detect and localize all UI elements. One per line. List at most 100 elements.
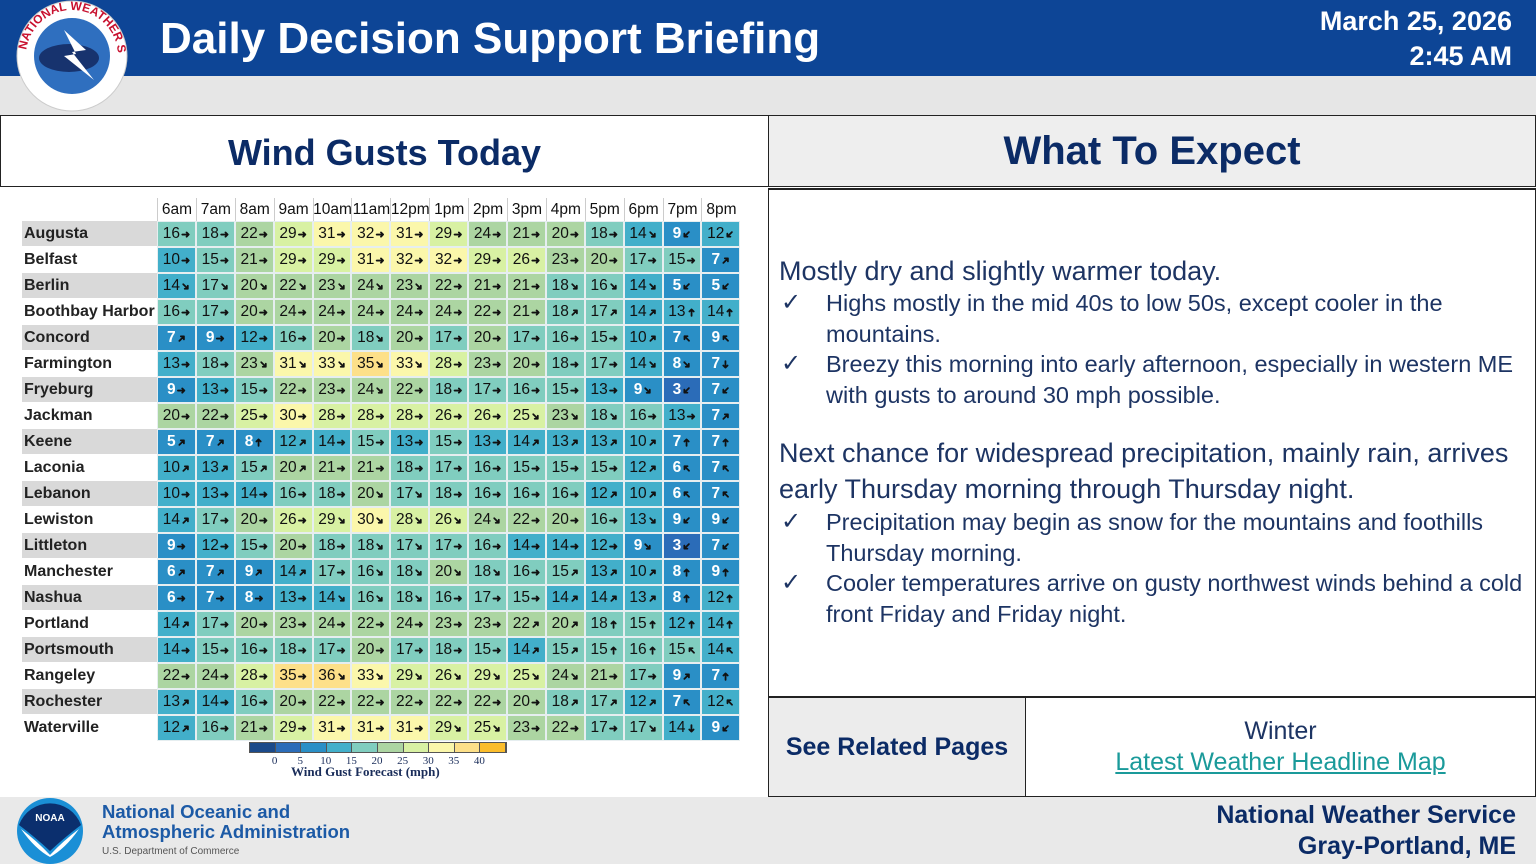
gust-value: 15: [473, 641, 492, 658]
gust-cell: 3 ➜: [662, 533, 702, 559]
gust-cell: 13 ➜: [662, 299, 702, 325]
wind-direction-arrow-icon: ➜: [453, 644, 463, 657]
gust-cell: 29 ➜: [429, 221, 469, 247]
wind-direction-arrow-icon: ➜: [608, 332, 618, 345]
gust-cell: 23 ➜: [312, 273, 352, 299]
gust-value: 22: [279, 277, 297, 294]
gust-value: 5: [672, 277, 682, 294]
gust-cell: 7 ➜: [701, 481, 741, 507]
gust-value: 16: [279, 485, 297, 502]
wind-direction-arrow-icon: ➜: [488, 512, 504, 528]
gust-value: 24: [357, 277, 375, 294]
gust-value: 7: [205, 589, 215, 606]
wind-direction-arrow-icon: ➜: [492, 592, 502, 605]
bullet-text: Cooler temperatures arrive on gusty nort…: [826, 570, 1523, 627]
wind-direction-arrow-icon: ➜: [492, 358, 502, 371]
gust-value: 22: [357, 693, 375, 710]
gust-value: 24: [434, 303, 453, 320]
wind-direction-arrow-icon: ➜: [258, 254, 268, 267]
gust-value: 8: [672, 355, 682, 372]
gust-value: 9: [633, 381, 643, 398]
gust-value: 20: [240, 511, 258, 528]
gust-cell: 6 ➜: [157, 585, 196, 611]
gust-cell: 12 ➜: [584, 533, 624, 559]
hour-header: 8pm: [701, 198, 740, 221]
wind-direction-arrow-icon: ➜: [608, 384, 618, 397]
location-name: Jackman: [22, 403, 157, 429]
gust-cell: 14 ➜: [312, 585, 352, 611]
table-row: Rangeley 22 ➜ 24 ➜ 28 ➜ 35 ➜ 36 ➜ 33 ➜ 29 ➜ 26 ➜ 29 ➜ 25 ➜ 24…: [22, 663, 741, 689]
wind-direction-arrow-icon: ➜: [219, 696, 230, 709]
wind-direction-arrow-icon: ➜: [567, 304, 583, 320]
gust-cell: 22 ➜: [312, 689, 352, 715]
wind-direction-arrow-icon: ➜: [530, 540, 541, 553]
wind-direction-arrow-icon: ➜: [219, 358, 230, 371]
headline-map-link[interactable]: Latest Weather Headline Map: [1115, 748, 1446, 776]
related-pages: See Related Pages Winter Latest Weather …: [768, 697, 1536, 797]
wind-direction-arrow-icon: ➜: [219, 722, 230, 735]
gust-value: 16: [279, 329, 297, 346]
wind-direction-arrow-icon: ➜: [678, 226, 694, 242]
gust-value: 17: [318, 641, 336, 658]
gust-cell: 7 ➜: [662, 689, 702, 715]
gust-value: 15: [240, 381, 258, 398]
wind-direction-arrow-icon: ➜: [294, 278, 310, 294]
wind-direction-arrow-icon: ➜: [258, 306, 268, 319]
gust-value: 21: [318, 459, 336, 476]
gust-cell: 18 ➜: [584, 611, 624, 637]
gust-value: 16: [629, 641, 647, 658]
gust-cell: 20 ➜: [273, 455, 313, 481]
gust-value: 9: [205, 329, 215, 346]
gust-value: 7: [205, 433, 215, 450]
gust-cell: 15 ➜: [545, 559, 585, 585]
gust-cell: 18 ➜: [545, 351, 585, 377]
gust-cell: 15 ➜: [507, 455, 546, 481]
wind-direction-arrow-icon: ➜: [449, 512, 465, 528]
gust-cell: 24 ➜: [351, 299, 391, 325]
gust-cell: 14 ➜: [507, 533, 546, 559]
gust-cell: 14 ➜: [662, 715, 702, 741]
gust-cell: 15 ➜: [195, 637, 235, 663]
gust-value: 24: [318, 303, 336, 320]
gust-value: 14: [162, 641, 180, 658]
wind-direction-arrow-icon: ➜: [645, 460, 661, 476]
gust-cell: 17 ➜: [195, 611, 235, 637]
legend-tick: 20: [371, 755, 383, 767]
gust-value: 24: [201, 667, 219, 684]
gust-cell: 32 ➜: [390, 247, 430, 273]
gust-value: 12: [590, 485, 608, 502]
gust-value: 32: [396, 251, 414, 268]
gust-value: 17: [629, 719, 647, 736]
wind-direction-arrow-icon: ➜: [297, 488, 307, 501]
wind-direction-arrow-icon: ➜: [177, 278, 193, 294]
gust-value: 22: [434, 693, 453, 710]
gust-value: 23: [551, 251, 569, 268]
gust-value: 20: [279, 693, 297, 710]
wind-direction-arrow-icon: ➜: [453, 384, 463, 397]
gust-cell: 9 ➜: [662, 221, 702, 247]
gust-value: 14: [551, 537, 569, 554]
gust-value: 16: [434, 589, 453, 606]
gust-cell: 17 ➜: [312, 559, 352, 585]
gust-cell: 22 ➜: [507, 507, 546, 533]
gust-value: 10: [629, 563, 647, 580]
gust-value: 20: [357, 641, 375, 658]
bullet-text: Highs mostly in the mid 40s to low 50s, …: [826, 290, 1443, 347]
gust-value: 25: [512, 667, 530, 684]
wind-direction-arrow-icon: ➜: [607, 619, 620, 629]
gust-cell: 18 ➜: [584, 221, 624, 247]
wind-direction-arrow-icon: ➜: [717, 512, 733, 528]
gust-cell: 22 ➜: [429, 689, 469, 715]
gust-value: 18: [201, 355, 219, 372]
gust-cell: 35 ➜: [351, 351, 391, 377]
wind-direction-arrow-icon: ➜: [718, 486, 734, 502]
wind-direction-arrow-icon: ➜: [679, 694, 695, 710]
wind-direction-arrow-icon: ➜: [414, 696, 424, 709]
wind-direction-arrow-icon: ➜: [414, 254, 424, 267]
wind-direction-arrow-icon: ➜: [176, 540, 186, 553]
wind-direction-arrow-icon: ➜: [679, 330, 695, 346]
gust-cell: 13 ➜: [195, 481, 235, 507]
gust-value: 22: [396, 381, 414, 398]
gust-value: 20: [551, 615, 569, 632]
gust-value: 24: [318, 615, 336, 632]
